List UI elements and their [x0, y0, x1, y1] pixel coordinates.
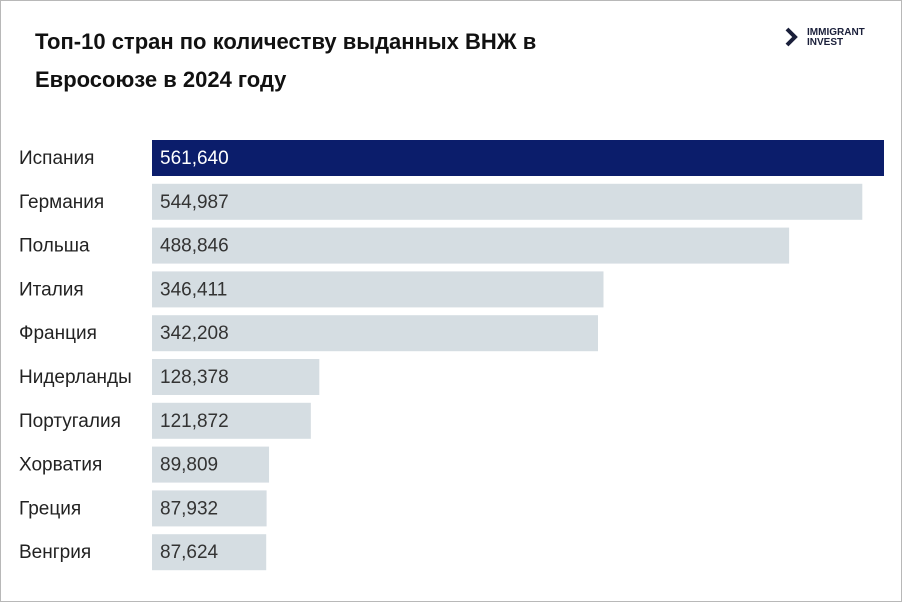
logo-line: IMMIGRANT [807, 27, 865, 38]
y-tick-label: Франция [19, 323, 97, 344]
y-tick-label: Италия [19, 279, 84, 300]
value-label: 87,932 [160, 498, 218, 519]
bar [152, 446, 270, 483]
value-label: 346,411 [160, 279, 227, 300]
value-label: 544,987 [160, 192, 229, 213]
y-tick-label: Хорватия [19, 455, 102, 476]
y-tick-label: Венгрия [19, 542, 91, 563]
y-tick-label: Португалия [19, 411, 121, 432]
y-tick-label: Германия [19, 192, 104, 213]
bar [152, 315, 599, 352]
value-label: 561,640 [160, 148, 229, 169]
y-tick-label: Испания [19, 148, 94, 169]
bar [152, 227, 790, 264]
bar [152, 140, 884, 176]
bar [152, 271, 604, 308]
logo-line: INVEST [807, 37, 844, 48]
chart-title: Топ-10 стран по количеству выданных ВНЖ … [35, 29, 537, 92]
logo-icon [785, 27, 798, 47]
value-label: 89,809 [160, 455, 218, 476]
value-label: 121,872 [160, 411, 229, 432]
bar [152, 534, 267, 571]
y-tick-label: Греция [19, 498, 81, 519]
value-label: 488,846 [160, 236, 229, 257]
bar [152, 183, 863, 220]
bar [152, 359, 320, 395]
logo: IMMIGRANT INVEST [807, 28, 865, 48]
value-label: 128,378 [160, 367, 229, 388]
value-label: 87,624 [160, 542, 219, 563]
value-label: 342,208 [160, 323, 229, 344]
y-tick-label: Польша [19, 236, 90, 257]
y-tick-label: Нидерланды [19, 367, 132, 388]
bar [152, 402, 311, 439]
bar [152, 490, 267, 527]
